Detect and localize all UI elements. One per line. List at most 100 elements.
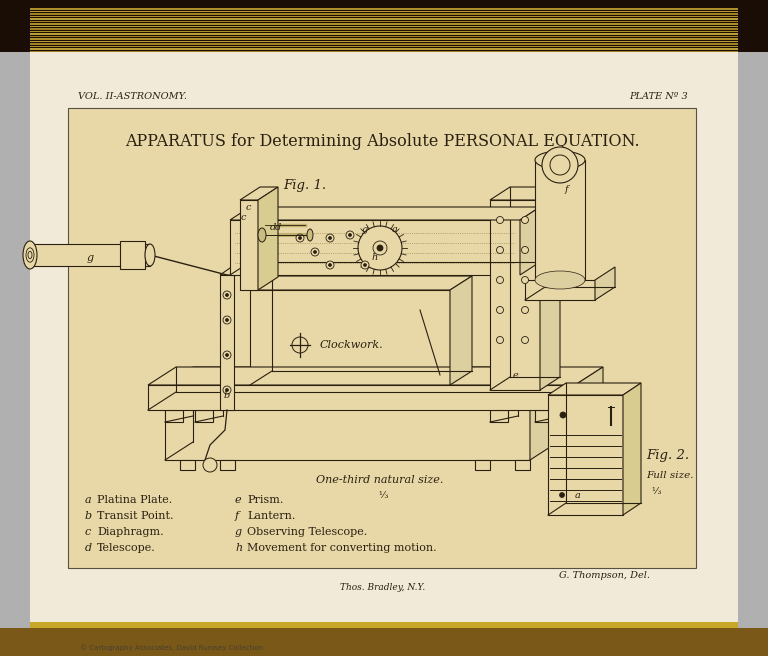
Bar <box>120 241 145 269</box>
Bar <box>30 610 738 630</box>
Bar <box>30 10 738 12</box>
Circle shape <box>311 248 319 256</box>
Circle shape <box>361 261 369 269</box>
Bar <box>475 460 490 470</box>
Polygon shape <box>258 187 278 290</box>
Text: One-third natural size.: One-third natural size. <box>316 475 444 485</box>
Text: Fig. 2.: Fig. 2. <box>646 449 689 462</box>
Polygon shape <box>220 268 244 275</box>
Text: e: e <box>512 371 518 380</box>
Bar <box>30 52 738 622</box>
Text: g: g <box>235 527 242 537</box>
Text: Observing Telescope.: Observing Telescope. <box>247 527 367 537</box>
Bar <box>30 45 738 47</box>
Polygon shape <box>540 187 560 390</box>
Text: d: d <box>275 224 281 232</box>
Text: ⅓: ⅓ <box>379 491 388 500</box>
Text: Diaphragm.: Diaphragm. <box>97 527 164 537</box>
Circle shape <box>496 276 504 283</box>
Bar <box>30 33 738 35</box>
Text: c: c <box>240 213 246 222</box>
Text: d: d <box>85 543 92 553</box>
Text: h: h <box>372 253 378 262</box>
Text: Thos. Bradley, N.Y.: Thos. Bradley, N.Y. <box>340 583 425 592</box>
Text: VOL. II-ASTRONOMY.: VOL. II-ASTRONOMY. <box>78 92 187 101</box>
Circle shape <box>299 237 302 239</box>
Circle shape <box>377 245 383 251</box>
Text: c: c <box>245 203 250 211</box>
Circle shape <box>521 306 528 314</box>
Circle shape <box>521 276 528 283</box>
Bar <box>30 8 738 10</box>
Circle shape <box>496 337 504 344</box>
Bar <box>30 41 738 42</box>
Bar <box>220 275 234 410</box>
Polygon shape <box>240 187 278 200</box>
Circle shape <box>358 226 402 270</box>
Bar <box>30 26 738 28</box>
Circle shape <box>521 247 528 253</box>
Bar <box>30 35 738 37</box>
Circle shape <box>496 247 504 253</box>
Text: PLATE Nº 3: PLATE Nº 3 <box>629 92 688 101</box>
Circle shape <box>542 147 578 183</box>
Text: Clockwork.: Clockwork. <box>320 340 384 350</box>
Text: c: c <box>85 527 91 537</box>
Circle shape <box>223 291 231 299</box>
Bar <box>220 460 235 470</box>
Polygon shape <box>520 207 540 275</box>
Bar <box>490 410 508 422</box>
Bar <box>30 23 738 25</box>
Text: f: f <box>235 511 239 521</box>
Bar <box>230 220 520 275</box>
Text: f: f <box>565 186 568 194</box>
Ellipse shape <box>307 229 313 241</box>
Ellipse shape <box>145 244 155 266</box>
Circle shape <box>226 354 229 356</box>
Circle shape <box>521 216 528 224</box>
Circle shape <box>550 155 570 175</box>
Polygon shape <box>450 276 472 385</box>
Text: Prism.: Prism. <box>247 495 283 505</box>
Polygon shape <box>165 367 558 385</box>
Polygon shape <box>530 367 558 460</box>
Circle shape <box>223 351 231 359</box>
Bar <box>240 200 258 290</box>
Circle shape <box>313 251 316 253</box>
Bar <box>30 51 738 52</box>
Bar <box>148 385 575 410</box>
Polygon shape <box>623 383 641 515</box>
Bar <box>0 628 768 656</box>
Bar <box>165 385 530 460</box>
Ellipse shape <box>535 271 585 289</box>
Text: g: g <box>87 253 94 263</box>
Bar <box>250 290 450 385</box>
Circle shape <box>373 241 387 255</box>
Text: G. Thompson, Del.: G. Thompson, Del. <box>559 571 650 579</box>
Bar <box>68 108 696 568</box>
Text: a: a <box>85 495 91 505</box>
Bar <box>30 43 738 45</box>
Text: Telescope.: Telescope. <box>97 543 156 553</box>
Circle shape <box>329 237 332 239</box>
Bar <box>0 0 768 52</box>
Text: ⅓: ⅓ <box>651 487 660 496</box>
Text: e: e <box>235 495 242 505</box>
Bar <box>30 13 738 15</box>
Ellipse shape <box>23 241 37 269</box>
Polygon shape <box>250 276 472 290</box>
Polygon shape <box>548 383 641 395</box>
Bar <box>180 460 195 470</box>
Text: Movement for converting motion.: Movement for converting motion. <box>247 543 437 553</box>
Text: Full size.: Full size. <box>646 470 694 480</box>
Bar <box>30 18 738 20</box>
Circle shape <box>226 388 229 392</box>
Bar <box>30 16 738 17</box>
Text: a: a <box>575 491 581 499</box>
Bar <box>195 410 213 422</box>
Text: h: h <box>235 543 242 553</box>
Circle shape <box>203 458 217 472</box>
Ellipse shape <box>258 228 266 242</box>
Text: Platina Plate.: Platina Plate. <box>97 495 172 505</box>
Text: g: g <box>362 226 368 234</box>
